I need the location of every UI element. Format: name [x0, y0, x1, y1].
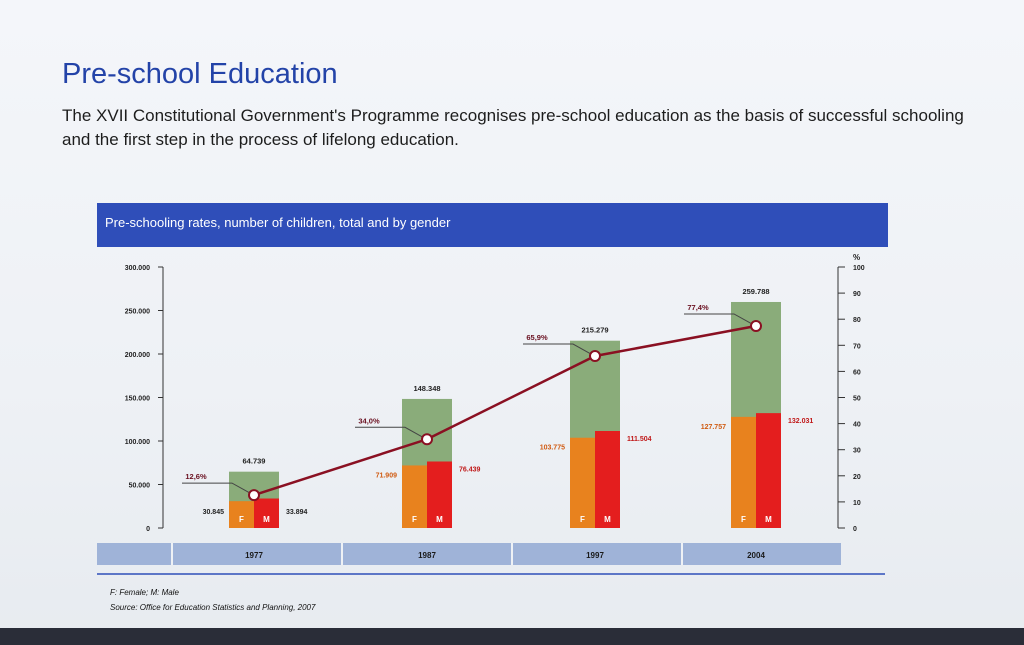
male-tag: M — [436, 515, 443, 524]
female-data-label: 30.845 — [203, 509, 225, 516]
right-axis-tick-label: 100 — [853, 265, 865, 272]
total-data-label: 259.788 — [742, 287, 769, 296]
right-axis-tick-label: 10 — [853, 500, 861, 507]
female-bar — [731, 416, 756, 528]
rate-point — [750, 319, 762, 332]
left-axis-tick-label: 200.000 — [125, 352, 150, 359]
footnotes: F: Female; M: Male Source: Office for Ed… — [110, 585, 315, 615]
male-bar — [756, 413, 781, 528]
category-band — [97, 543, 841, 565]
male-tag: M — [604, 515, 611, 524]
category-label: 2004 — [747, 551, 765, 560]
female-tag: F — [741, 515, 746, 524]
category-label: 1977 — [245, 551, 263, 560]
right-axis-tick-label: 40 — [853, 422, 861, 429]
gender-legend-note: F: Female; M: Male — [110, 588, 179, 597]
rate-callout-leader — [684, 313, 753, 325]
chart-title: Pre-schooling rates, number of children,… — [105, 215, 451, 230]
right-axis-tick-label: 70 — [853, 343, 861, 350]
female-data-label: 103.775 — [540, 445, 565, 452]
female-data-label: 71.909 — [376, 472, 398, 479]
rate-data-label: 34,0% — [358, 416, 380, 425]
right-axis-tick-label: 30 — [853, 448, 861, 455]
category-divider — [511, 543, 513, 565]
category-divider — [171, 543, 173, 565]
female-bar — [402, 465, 427, 528]
right-axis-tick-label: 20 — [853, 474, 861, 481]
category-label: 1987 — [418, 551, 436, 560]
category-divider — [341, 543, 343, 565]
right-axis-tick-label: 80 — [853, 317, 861, 324]
right-axis-unit-label: % — [853, 253, 860, 262]
rate-callout-leader — [355, 426, 424, 438]
female-tag: F — [412, 515, 417, 524]
rate-data-label: 65,9% — [526, 333, 548, 342]
right-axis-tick-label: 0 — [853, 526, 857, 533]
category-label: 1997 — [586, 551, 604, 560]
rate-point — [248, 489, 260, 502]
rate-point — [589, 350, 601, 363]
right-axis-tick-label: 50 — [853, 396, 861, 403]
rate-data-label: 77,4% — [687, 303, 709, 312]
male-tag: M — [263, 515, 270, 524]
rate-point — [421, 433, 433, 446]
rate-callout-leader — [182, 482, 251, 494]
left-axis-tick-label: 250.000 — [125, 309, 150, 316]
male-data-label: 132.031 — [788, 418, 813, 425]
total-data-label: 148.348 — [413, 384, 440, 393]
page-title: Pre-school Education — [62, 58, 338, 90]
chart-header-bar: Pre-schooling rates, number of children,… — [97, 203, 888, 247]
right-axis-tick-label: 90 — [853, 291, 861, 298]
total-data-label: 64.739 — [243, 457, 266, 466]
left-axis-tick-label: 50.000 — [129, 483, 151, 490]
rate-line — [253, 324, 757, 497]
female-tag: F — [239, 515, 244, 524]
male-data-label: 76.439 — [459, 466, 481, 473]
rate-callout-leader — [523, 343, 592, 355]
male-data-label: 111.504 — [627, 436, 652, 443]
female-data-label: 127.757 — [701, 424, 726, 431]
left-axis-tick-label: 0 — [146, 526, 150, 533]
left-axis-tick-label: 100.000 — [125, 439, 150, 446]
male-bar — [427, 461, 452, 528]
male-data-label: 33.894 — [286, 509, 308, 516]
total-data-label: 215.279 — [581, 326, 608, 335]
left-axis-tick-label: 300.000 — [125, 265, 150, 272]
screen-bottom-edge — [0, 628, 1024, 645]
female-tag: F — [580, 515, 585, 524]
male-tag: M — [765, 515, 772, 524]
rate-data-label: 12,6% — [185, 472, 207, 481]
source-note: Source: Office for Education Statistics … — [110, 603, 316, 612]
female-bar — [570, 437, 595, 528]
left-axis-tick-label: 150.000 — [125, 396, 150, 403]
right-axis-tick-label: 60 — [853, 369, 861, 376]
male-bar — [595, 430, 620, 528]
category-divider — [681, 543, 683, 565]
female-bar — [229, 501, 254, 528]
page-subtitle: The XVII Constitutional Government's Pro… — [62, 106, 964, 149]
male-bar — [254, 498, 279, 528]
